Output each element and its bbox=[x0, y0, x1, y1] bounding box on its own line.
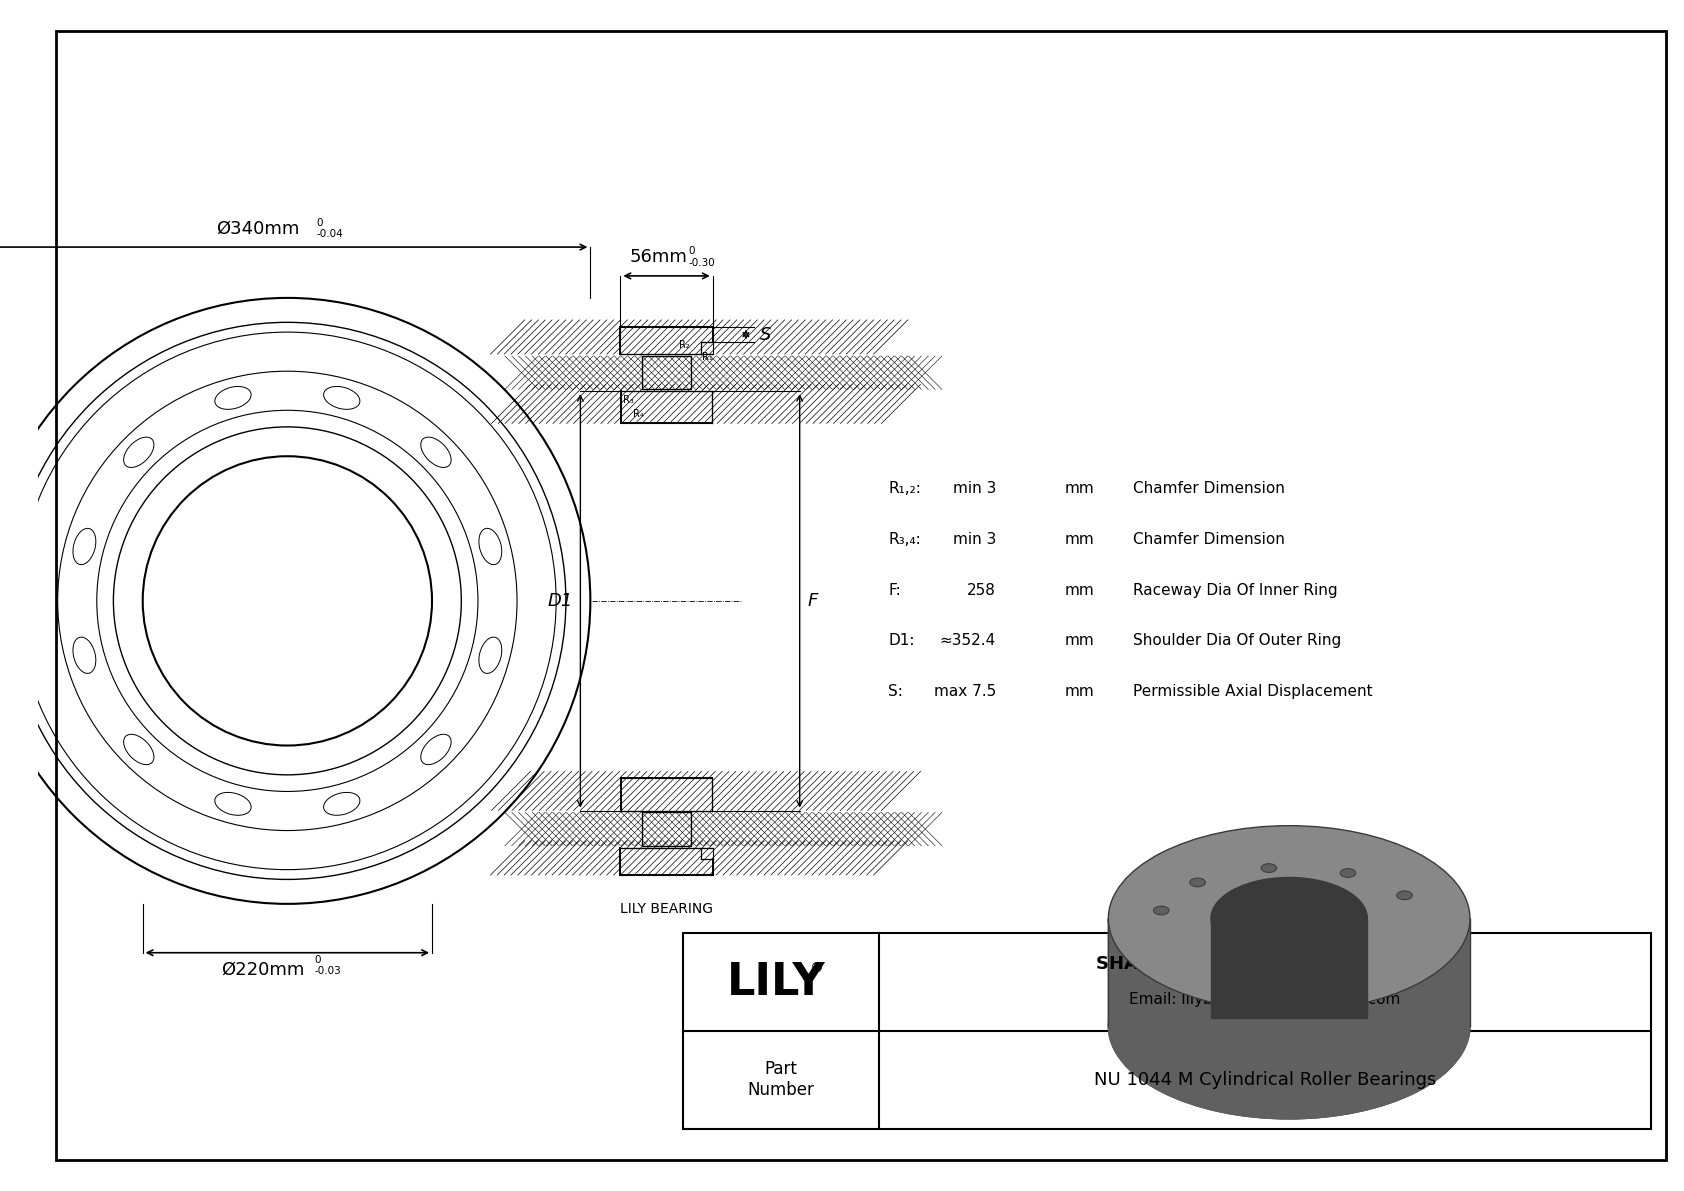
Text: 56mm: 56mm bbox=[630, 248, 687, 266]
Bar bbox=[642, 356, 692, 389]
Ellipse shape bbox=[1108, 934, 1470, 1118]
Text: mm: mm bbox=[1064, 582, 1095, 598]
Text: Permissible Axial Displacement: Permissible Axial Displacement bbox=[1133, 685, 1372, 699]
Text: 0: 0 bbox=[315, 955, 322, 965]
Text: -0.30: -0.30 bbox=[689, 258, 714, 268]
Bar bbox=[620, 848, 712, 875]
Text: LILY BEARING: LILY BEARING bbox=[620, 903, 712, 916]
Bar bbox=[620, 326, 712, 354]
Text: LILY: LILY bbox=[727, 961, 825, 1004]
Ellipse shape bbox=[1108, 825, 1470, 1011]
Text: -0.03: -0.03 bbox=[315, 966, 342, 977]
Bar bbox=[642, 812, 692, 846]
Text: min 3: min 3 bbox=[953, 481, 995, 495]
Bar bbox=[620, 326, 712, 354]
Text: Chamfer Dimension: Chamfer Dimension bbox=[1133, 532, 1285, 547]
Ellipse shape bbox=[1211, 878, 1367, 960]
Bar bbox=[642, 356, 692, 389]
Text: -0.04: -0.04 bbox=[317, 229, 344, 239]
Text: R₁,₂:: R₁,₂: bbox=[889, 481, 921, 495]
Ellipse shape bbox=[1396, 891, 1413, 899]
Text: S: S bbox=[759, 325, 771, 343]
Text: 258: 258 bbox=[967, 582, 995, 598]
Text: F: F bbox=[808, 592, 818, 610]
Text: Chamfer Dimension: Chamfer Dimension bbox=[1133, 481, 1285, 495]
Text: R₁: R₁ bbox=[702, 353, 712, 362]
Text: D1:: D1: bbox=[889, 634, 914, 648]
Ellipse shape bbox=[1340, 868, 1356, 878]
Text: R₃,₄:: R₃,₄: bbox=[889, 532, 921, 547]
Text: mm: mm bbox=[1064, 634, 1095, 648]
Text: Raceway Dia Of Inner Ring: Raceway Dia Of Inner Ring bbox=[1133, 582, 1337, 598]
Bar bbox=[642, 812, 692, 846]
Text: Ø340mm: Ø340mm bbox=[216, 219, 300, 237]
Ellipse shape bbox=[1154, 906, 1169, 915]
Text: max 7.5: max 7.5 bbox=[933, 685, 995, 699]
Text: S:: S: bbox=[889, 685, 903, 699]
Bar bbox=[621, 391, 712, 424]
Polygon shape bbox=[1108, 918, 1470, 1118]
Ellipse shape bbox=[1261, 863, 1276, 873]
Text: Ø220mm: Ø220mm bbox=[221, 960, 305, 979]
Bar bbox=[620, 848, 712, 875]
Bar bbox=[621, 391, 712, 424]
Text: D1: D1 bbox=[547, 592, 573, 610]
Text: ≈352.4: ≈352.4 bbox=[940, 634, 995, 648]
Text: R₄: R₄ bbox=[633, 409, 643, 419]
Text: 0: 0 bbox=[317, 218, 323, 227]
Text: Email: lilybearing@lily-bearing.com: Email: lilybearing@lily-bearing.com bbox=[1128, 992, 1401, 1008]
Text: Shoulder Dia Of Outer Ring: Shoulder Dia Of Outer Ring bbox=[1133, 634, 1340, 648]
Text: Part
Number: Part Number bbox=[748, 1060, 815, 1099]
Text: R₃: R₃ bbox=[623, 395, 635, 405]
Bar bbox=[621, 778, 712, 811]
Polygon shape bbox=[1211, 918, 1367, 1018]
Bar bbox=[684, 934, 1650, 1129]
Text: mm: mm bbox=[1064, 532, 1095, 547]
Text: mm: mm bbox=[1064, 481, 1095, 495]
Text: min 3: min 3 bbox=[953, 532, 995, 547]
Text: ®: ® bbox=[810, 961, 823, 975]
Ellipse shape bbox=[1191, 878, 1206, 887]
Text: NU 1044 M Cylindrical Roller Bearings: NU 1044 M Cylindrical Roller Bearings bbox=[1093, 1071, 1436, 1089]
Bar bbox=[642, 812, 692, 846]
Text: R₂: R₂ bbox=[679, 341, 690, 350]
Bar bbox=[642, 356, 692, 389]
Text: F:: F: bbox=[889, 582, 901, 598]
Text: 0: 0 bbox=[689, 247, 694, 256]
Text: mm: mm bbox=[1064, 685, 1095, 699]
Bar bbox=[621, 778, 712, 811]
Text: SHANGHAI LILY BEARING LIMITED: SHANGHAI LILY BEARING LIMITED bbox=[1096, 955, 1433, 973]
